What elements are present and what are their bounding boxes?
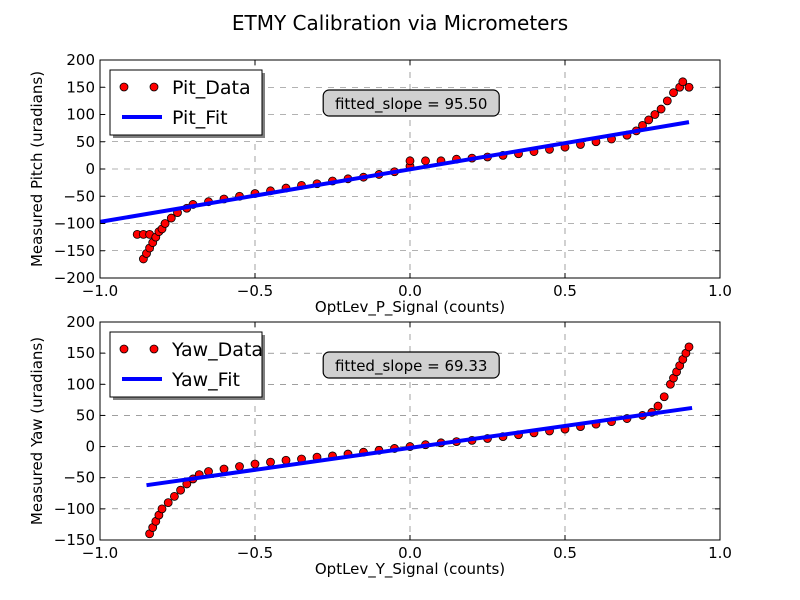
yaw-data-point [219, 464, 229, 474]
pitch-ytick-label: 150 [66, 78, 95, 96]
yaw-annotation-text: fitted_slope = 69.33 [335, 357, 487, 376]
yaw-xtick-label: 0.0 [398, 544, 422, 562]
yaw-xaxis-label: OptLev_Y_Signal (counts) [315, 560, 505, 579]
yaw-xtick-label: 0.5 [553, 544, 577, 562]
yaw-ytick-label: 0 [85, 438, 95, 456]
pitch-xtick-label: 1.0 [708, 282, 732, 300]
pitch-data-point [650, 110, 660, 119]
pitch-data-point [656, 104, 666, 114]
pitch-data-point [662, 96, 672, 106]
pitch-ytick-label: 0 [85, 160, 95, 178]
yaw-ytick-label: 200 [66, 313, 95, 331]
yaw-fit-line [146, 405, 693, 488]
pitch-series-pit-fit [99, 120, 690, 224]
yaw-legend-marker [149, 344, 159, 354]
pitch-xtick-label: −0.5 [237, 282, 273, 300]
yaw-ytick-label: 100 [66, 375, 95, 393]
yaw-data-point [163, 498, 173, 508]
pitch-ytick-label: 100 [66, 106, 95, 124]
pitch-ytick-label: −50 [63, 187, 95, 205]
yaw-panel: −1.0 −0.5 0.0 0.5 1.0 −150 −100 −50 0 50 100 150 200… [28, 313, 732, 579]
pitch-data-point [678, 77, 688, 87]
pitch-legend-label: Pit_Fit [172, 107, 228, 129]
pitch-yaxis-label: Measured Pitch (uradians) [28, 71, 46, 267]
yaw-ytick-label: −100 [54, 500, 95, 518]
yaw-series-yaw-fit [146, 405, 693, 488]
yaw-xtick-label: 1.0 [708, 544, 732, 562]
pitch-xtick-label: −1.0 [82, 282, 118, 300]
pitch-legend-label: Pit_Data [172, 77, 251, 99]
pitch-slope-annotation: fitted_slope = 95.50 [322, 89, 500, 117]
yaw-data-point [653, 401, 663, 411]
pitch-annotation-text: fitted_slope = 95.50 [335, 95, 487, 114]
yaw-data-point [176, 485, 186, 495]
pitch-data-point [421, 156, 430, 166]
pitch-ytick-label: −200 [54, 269, 95, 287]
pitch-panel: −1.0 −0.5 0.0 0.5 1.0 −200 −150 −100 −50 0 50 100 15… [28, 51, 732, 317]
pitch-xtick-label: 0.0 [398, 282, 422, 300]
pitch-data-point [644, 115, 654, 125]
yaw-data-point [169, 491, 179, 501]
pitch-xtick-label: 0.5 [553, 282, 577, 300]
pitch-xaxis-label: OptLev_P_Signal (counts) [315, 298, 505, 317]
yaw-legend-marker [119, 344, 129, 354]
pitch-legend-marker [149, 82, 159, 92]
yaw-data-point [157, 504, 167, 514]
yaw-ytick-label: 50 [76, 406, 95, 424]
pitch-ytick-label: −100 [54, 215, 95, 233]
pitch-legend-box [109, 69, 263, 136]
yaw-yaxis-label: Measured Yaw (uradians) [28, 337, 46, 525]
yaw-data-point [659, 392, 669, 402]
pitch-data-point [166, 213, 176, 223]
pitch-ytick-label: 50 [76, 133, 95, 151]
pitch-data-point [684, 82, 694, 92]
yaw-xtick-label: −1.0 [82, 544, 118, 562]
yaw-data-point [266, 457, 275, 467]
yaw-xtick-label: −0.5 [237, 544, 273, 562]
pitch-ytick-label: −150 [54, 242, 95, 260]
yaw-ytick-label: −50 [63, 469, 95, 487]
figure-title: ETMY Calibration via Micrometers [232, 11, 568, 35]
yaw-data-point [235, 462, 244, 471]
yaw-legend: Yaw_Data Yaw_Fit [109, 331, 265, 400]
pitch-data-point [669, 88, 678, 98]
yaw-legend-label: Yaw_Data [171, 339, 263, 361]
pitch-data-point [160, 219, 170, 228]
pitch-legend-marker [119, 82, 129, 92]
pitch-ytick-label: 200 [66, 51, 95, 69]
yaw-legend-box [109, 331, 263, 398]
pitch-data-point [405, 156, 415, 166]
yaw-data-point [684, 342, 694, 352]
yaw-ytick-label: 150 [66, 344, 95, 362]
pitch-legend: Pit_Data Pit_Fit [109, 69, 265, 138]
yaw-ytick-label: −150 [54, 531, 95, 549]
yaw-annotation-box [322, 351, 500, 379]
pitch-annotation-box [322, 89, 500, 117]
yaw-slope-annotation: fitted_slope = 69.33 [322, 351, 500, 379]
yaw-data-point [250, 459, 260, 469]
yaw-legend-label: Yaw_Fit [171, 369, 240, 391]
pitch-fit-line [99, 120, 690, 224]
